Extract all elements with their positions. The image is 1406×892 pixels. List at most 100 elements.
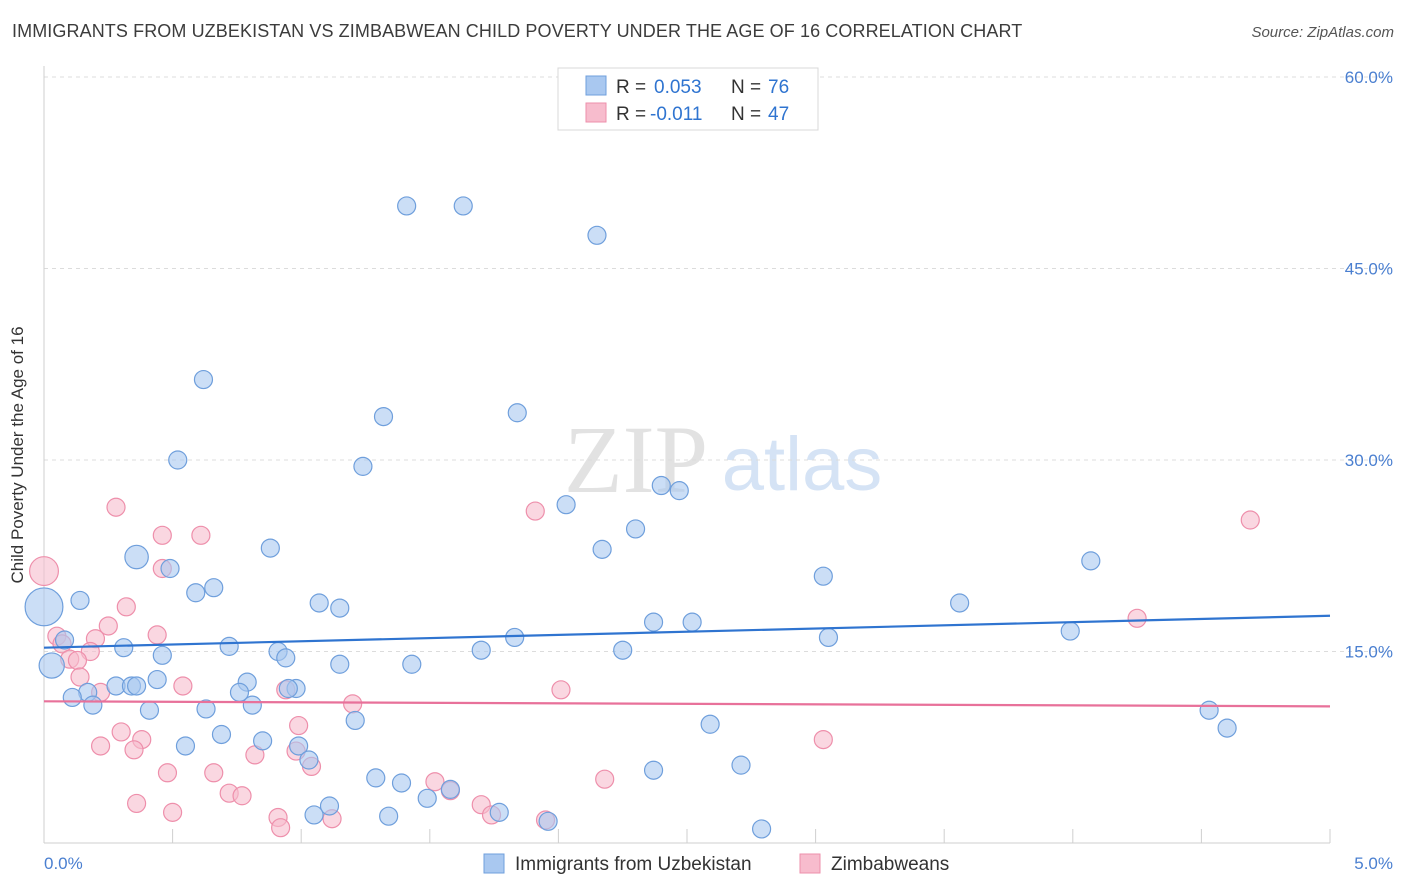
zimbabweans-point — [813, 729, 833, 750]
uzbekistan-point — [289, 736, 309, 756]
uzbekistan-point — [83, 695, 103, 715]
uzbekistan-point — [373, 406, 394, 427]
legend-r-label: R = — [616, 77, 646, 98]
y-tick-label: 30.0% — [1345, 451, 1393, 470]
chart-title: IMMIGRANTS FROM UZBEKISTAN VS ZIMBABWEAN… — [12, 21, 1023, 41]
uzbekistan-point — [1081, 551, 1101, 571]
zimbabweans-point — [111, 722, 131, 742]
uzbekistan-point — [556, 495, 576, 515]
zimbabweans-point — [173, 676, 193, 696]
uzbekistan-point — [1060, 621, 1080, 641]
uzbekistan-point — [1199, 700, 1219, 720]
uzbekistan-point — [152, 645, 172, 665]
uzbekistan-point — [70, 590, 90, 611]
uzbekistan-point — [278, 678, 298, 699]
zimbabweans-point — [29, 556, 59, 587]
correlation-legend: R = 0.053 N = 76 R = -0.011 N = 47 — [557, 67, 819, 131]
zimbabweans-point — [1240, 510, 1260, 530]
legend-r-value: 0.053 — [654, 77, 702, 98]
zimbabweans-point — [425, 772, 445, 792]
trend-line — [43, 700, 1331, 708]
axes — [43, 66, 1331, 844]
uzbekistan-point — [330, 654, 350, 674]
legend-n-label: N = — [731, 77, 761, 98]
uzbekistan-point — [193, 369, 214, 390]
uzbekistan-point — [196, 699, 216, 719]
uzbekistan-point — [391, 773, 412, 793]
uzbekistan-point — [950, 593, 970, 613]
zimbabweans-point — [595, 769, 615, 789]
legend-r-label: R = — [616, 104, 646, 125]
uzbekistan-point — [62, 687, 82, 708]
uzbekistan-point — [643, 760, 664, 780]
zimbabweans-point — [204, 763, 224, 783]
uzbekistan-point — [538, 811, 558, 831]
uzbekistan-point — [168, 450, 188, 470]
zimbabweans-point — [525, 501, 545, 521]
zimbabweans-point — [67, 650, 88, 671]
x-tick-label-min: 0.0% — [44, 854, 83, 873]
uzbekistan-point — [651, 475, 671, 496]
uzbekistan-point — [587, 225, 607, 245]
uzbekistan-point — [1217, 718, 1237, 738]
uzbekistan-point — [453, 196, 473, 216]
uzbekistan-point — [219, 636, 239, 656]
y-tick-label: 15.0% — [1345, 643, 1393, 662]
source-credit: Source: ZipAtlas.com — [1251, 24, 1394, 41]
uzbekistan-point — [813, 566, 833, 586]
x-tick-label-max: 5.0% — [1354, 854, 1393, 873]
uzbekistan-point — [276, 648, 296, 668]
legend-swatch-zimbabweans — [585, 102, 607, 123]
uzbekistan-point — [643, 612, 664, 632]
series-zimbabweans — [29, 497, 1260, 838]
uzbekistan-point — [379, 806, 399, 826]
uzbekistan-point — [124, 544, 149, 570]
uzbekistan-point — [818, 627, 839, 648]
zimbabweans-point — [126, 793, 147, 814]
uzbekistan-point — [682, 612, 702, 632]
uzbekistan-point — [204, 578, 224, 598]
uzbekistan-point — [592, 539, 612, 559]
legend-swatch-uzbekistan — [483, 853, 505, 874]
legend-swatch-uzbekistan — [585, 75, 607, 96]
watermark: ZIP atlas — [564, 406, 882, 513]
uzbekistan-point — [242, 695, 262, 715]
zimbabweans-point — [124, 740, 144, 760]
uzbekistan-point — [751, 819, 772, 839]
zimbabweans-point — [271, 818, 291, 838]
uzbekistan-point — [669, 481, 689, 501]
legend-swatch-zimbabweans — [799, 853, 821, 874]
uzbekistan-point — [330, 598, 350, 618]
zimbabweans-point — [152, 525, 172, 545]
uzbekistan-point — [353, 456, 373, 476]
legend-n-label: N = — [731, 104, 761, 125]
zimbabweans-point — [70, 667, 90, 687]
uzbekistan-point — [417, 788, 437, 808]
zimbabweans-point — [232, 786, 252, 806]
uzbekistan-point — [253, 731, 273, 751]
uzbekistan-point — [38, 652, 65, 679]
series-legend: Immigrants from Uzbekistan Zimbabweans — [483, 853, 949, 875]
zimbabweans-point — [551, 680, 571, 700]
legend-n-value: 76 — [768, 77, 789, 98]
uzbekistan-point — [613, 640, 633, 660]
legend-label-zimbabweans: Zimbabweans — [831, 854, 949, 875]
legend-r-value: -0.011 — [650, 104, 702, 125]
zimbabweans-point — [343, 694, 363, 714]
zimbabweans-point — [289, 715, 309, 736]
zimbabweans-point — [191, 525, 211, 545]
zimbabweans-point — [98, 616, 118, 636]
zimbabweans-point — [116, 597, 136, 617]
uzbekistan-point — [471, 640, 491, 660]
uzbekistan-point — [260, 538, 280, 558]
uzbekistan-point — [175, 736, 196, 756]
uzbekistan-point — [397, 196, 417, 216]
uzbekistan-point — [700, 714, 720, 734]
uzbekistan-point — [507, 403, 527, 423]
legend-label-uzbekistan: Immigrants from Uzbekistan — [515, 854, 752, 875]
uzbekistan-point — [304, 805, 324, 825]
uzbekistan-point — [731, 755, 751, 775]
trend-line — [43, 614, 1331, 649]
trend-lines — [43, 614, 1331, 708]
